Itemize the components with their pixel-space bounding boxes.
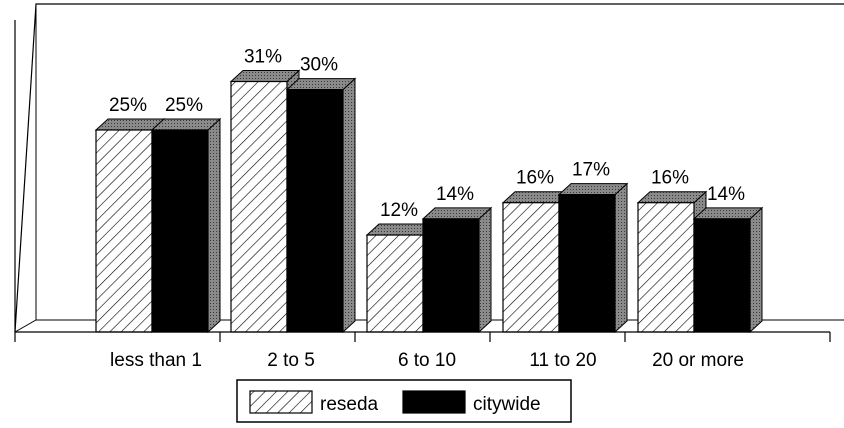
- legend-swatch-citywide: [402, 390, 466, 414]
- x-tick-label-0: less than 1: [110, 350, 202, 371]
- data-label-citywide-1: 30%: [300, 55, 338, 76]
- bar-front: [230, 80, 288, 333]
- bar-top: [285, 78, 357, 91]
- bar-front: [422, 218, 480, 333]
- data-label-citywide-0: 25%: [165, 95, 203, 116]
- bar-top: [636, 191, 708, 204]
- bar-side: [614, 182, 628, 334]
- bar-top: [229, 70, 301, 83]
- x-tick-label-2: 6 to 10: [398, 350, 456, 371]
- bar-front: [502, 202, 560, 333]
- bar-side: [207, 117, 221, 334]
- x-tick-label-1: 2 to 5: [267, 350, 315, 371]
- bar-side: [749, 206, 763, 334]
- data-label-reseda-4: 16%: [651, 168, 689, 189]
- bar-side: [478, 206, 492, 334]
- bar-front: [637, 202, 695, 333]
- bar-top: [421, 207, 493, 220]
- data-label-reseda-3: 16%: [516, 168, 554, 189]
- data-label-citywide-3: 17%: [572, 160, 610, 181]
- x-tick-label-3: 11 to 20: [529, 350, 596, 371]
- bar-front: [95, 129, 153, 333]
- bar-front: [366, 234, 424, 333]
- bar-citywide-4: [692, 206, 764, 334]
- bar-top: [692, 207, 764, 220]
- legend-label-citywide: citywide: [473, 394, 541, 415]
- x-axis: less than 1 2 to 5 6 to 10 11 to 20 20 or mo…: [14, 331, 831, 371]
- bar-front: [286, 88, 344, 333]
- bar-citywide-0: [150, 117, 222, 334]
- bars: [94, 69, 764, 334]
- data-label-citywide-4: 14%: [707, 184, 745, 205]
- bar-citywide-2: [421, 206, 493, 334]
- legend-swatch-reseda: [249, 390, 313, 414]
- bar-front: [558, 194, 616, 333]
- bar-top: [557, 183, 629, 196]
- data-label-reseda-2: 12%: [380, 200, 418, 221]
- data-label-reseda-1: 31%: [244, 47, 282, 68]
- bar-citywide-1: [285, 77, 357, 334]
- bar-side: [342, 77, 356, 334]
- bar-citywide-3: [557, 182, 629, 334]
- x-tick-label-4: 20 or more: [652, 350, 744, 371]
- data-label-citywide-2: 14%: [436, 184, 474, 205]
- legend: reseda citywide: [236, 379, 572, 423]
- bar-front: [151, 129, 209, 333]
- bar-front: [693, 218, 751, 333]
- bar-top: [150, 118, 222, 131]
- data-labels: 25% 31% 12% 16% 16% 25% 30% 14% 17% 14%: [109, 47, 745, 222]
- data-label-reseda-0: 25%: [109, 95, 147, 116]
- legend-label-reseda: reseda: [320, 394, 379, 415]
